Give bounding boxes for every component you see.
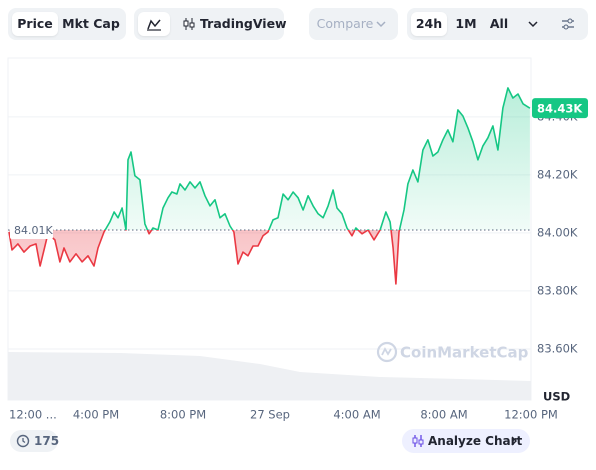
y-tick-label: 84.00K <box>537 225 578 239</box>
chevron-icon <box>376 21 386 28</box>
price-tag-label: 84.43K <box>537 102 583 116</box>
x-tick-label: 27 Sep <box>250 408 290 422</box>
x-tick-label: 12:00 ... <box>9 408 57 422</box>
y-tick-label: 83.80K <box>537 283 578 297</box>
tradingview-button[interactable]: TradingView <box>200 16 287 31</box>
price-line <box>8 87 531 285</box>
analyze-chart-button[interactable]: Analyze Chart <box>402 429 530 453</box>
x-tick-label: 8:00 AM <box>420 408 467 422</box>
analyze-chevron <box>511 436 517 446</box>
x-tick-label: 4:00 AM <box>333 408 380 422</box>
compare-label: Compare <box>316 16 374 31</box>
baseline-label-box <box>10 221 53 240</box>
price-tag <box>532 98 588 119</box>
baseline-label: 84.01K <box>14 224 53 237</box>
price-tab[interactable]: Price <box>12 12 58 36</box>
line-icon <box>147 19 161 31</box>
compare-dropdown[interactable]: Compare <box>309 8 398 40</box>
candle-icon <box>183 18 195 30</box>
x-tick-label: 12:00 PM <box>504 408 558 422</box>
analyze-icon <box>412 435 424 447</box>
volume-area <box>8 352 531 400</box>
watermark: CoinMarketCap <box>376 341 529 363</box>
count-text: 175 <box>34 434 60 448</box>
range-all[interactable]: All <box>489 16 509 31</box>
count-badge[interactable]: 175 <box>10 430 60 452</box>
x-tick-label: 8:00 PM <box>160 408 206 422</box>
range-chevron[interactable] <box>527 19 539 29</box>
price-area <box>9 87 530 285</box>
mkt-cap-tab[interactable]: Mkt Cap <box>62 16 120 31</box>
analyze-text: Analyze Chart <box>428 434 523 448</box>
y-tick-label: 83.60K <box>537 341 578 355</box>
line-chart-button[interactable] <box>138 12 170 36</box>
x-tick-label: 4:00 PM <box>73 408 119 422</box>
plot: 84.01K 84.43K <box>8 87 588 285</box>
settings-icon[interactable] <box>561 17 575 31</box>
y-unit: USD <box>543 390 570 404</box>
chart-style-toggle: TradingView <box>134 8 287 40</box>
watermark-text: CoinMarketCap <box>400 344 529 362</box>
y-tick-label: 84.20K <box>537 167 578 181</box>
range-1m[interactable]: 1M <box>455 16 477 31</box>
chart-type-toggle: Price Mkt Cap <box>8 8 126 40</box>
range-toggle: 24h 1M All <box>407 8 588 40</box>
clock-icon <box>16 434 30 448</box>
range-24h[interactable]: 24h <box>411 12 447 36</box>
